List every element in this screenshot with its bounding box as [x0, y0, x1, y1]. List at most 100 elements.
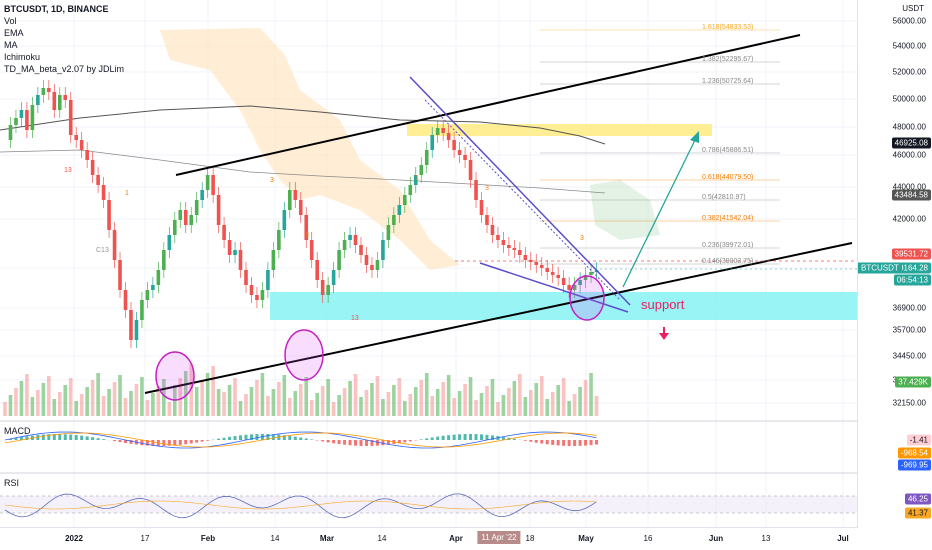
volume-bar: [266, 396, 270, 416]
lower-trend-line: [144, 242, 853, 394]
macd-histogram-bar: [458, 434, 462, 440]
volume-bar: [222, 392, 226, 416]
volume-bar: [277, 382, 281, 416]
macd-histogram-bar: [25, 436, 29, 440]
price-tick: 44000.00: [892, 182, 926, 192]
volume-bar: [156, 386, 161, 416]
date-tick: Apr: [449, 534, 463, 543]
date-tick: Jul: [837, 534, 849, 543]
candle: [457, 150, 462, 155]
candle: [14, 118, 18, 125]
macd-histogram-bar: [14, 438, 18, 440]
td-marker: 3: [270, 177, 274, 184]
candle: [359, 245, 363, 255]
price-tick: 36900.00: [892, 303, 926, 313]
macd-histogram-bar: [490, 435, 494, 440]
fib-level-label: 0.786(45886.51): [702, 147, 754, 154]
candle: [8, 125, 13, 140]
volume-bar: [74, 401, 79, 416]
date-tick: Jun: [708, 534, 724, 543]
macd-histogram-bar: [228, 436, 232, 440]
candle: [485, 215, 489, 225]
macd-label[interactable]: MACD: [4, 426, 31, 436]
volume-bar: [512, 381, 517, 416]
macd-histogram-bar: [375, 440, 379, 446]
price-tick: 54000.00: [892, 41, 926, 51]
price-axis[interactable]: USDT 56000.00 54000.00 52000.00 50000.00 480…: [857, 0, 932, 550]
volume-bar: [468, 377, 473, 416]
macd-histogram-bar: [189, 440, 193, 444]
volume-bar: [298, 384, 303, 416]
indicator-vol[interactable]: Vol: [4, 16, 17, 26]
candle: [63, 95, 68, 100]
macd-histogram-bar: [41, 434, 45, 440]
volume-bar: [397, 378, 402, 416]
date-tick: 14: [270, 534, 280, 543]
fib-level-label: 1.382(52295.67): [702, 56, 754, 63]
indicator-td-ma[interactable]: TD_MA_beta_v2.07 by JDLim: [4, 64, 125, 74]
candle: [353, 235, 358, 245]
macd-histogram-bar: [512, 438, 516, 440]
low-circle-3: [569, 275, 605, 321]
candle: [90, 160, 95, 175]
volume-bar: [41, 383, 46, 416]
volume-bar: [430, 396, 435, 416]
volume-bar: [419, 380, 424, 416]
candle: [85, 150, 89, 160]
macd-histogram-bar: [534, 440, 538, 443]
candle: [260, 290, 265, 300]
symbol-title[interactable]: BTCUSDT, 1D, BINANCE: [4, 4, 109, 14]
indicator-ema[interactable]: EMA: [4, 28, 24, 38]
volume-bar: [561, 378, 566, 416]
volume-bar: [255, 380, 259, 416]
volume-bar: [288, 398, 292, 416]
volume-bar: [556, 385, 560, 416]
macd-histogram-bar: [480, 434, 484, 440]
td-marker: 1: [125, 190, 129, 197]
volume-bar: [485, 386, 489, 416]
volume-bar: [424, 373, 429, 416]
volume-bar: [507, 388, 511, 416]
volume-bar: [282, 375, 287, 416]
time-axis[interactable]: 2022 17 Feb 14 Mar 14 Apr 11 Apr '22 18 May 16 Jun 1…: [0, 527, 858, 550]
macd-histogram-bar: [337, 440, 341, 445]
td-marker: 1: [415, 175, 419, 182]
candle: [304, 215, 309, 240]
candle: [534, 262, 539, 265]
volume-bar: [441, 382, 445, 416]
macd-histogram-bar: [200, 440, 204, 442]
candle: [293, 190, 298, 200]
macd-histogram-bar: [463, 434, 467, 440]
volume-bar: [594, 396, 599, 416]
rsi-label[interactable]: RSI: [4, 478, 20, 488]
fib-level-label: 0.146(39003.75): [702, 258, 754, 265]
candle: [309, 240, 314, 260]
volume-bar: [518, 374, 522, 416]
date-tick: 13: [761, 534, 771, 543]
td-marker: 3: [305, 232, 309, 239]
date-tick: 11 Apr '22: [477, 531, 521, 544]
price-tick: 32150.00: [892, 398, 926, 408]
candle: [288, 190, 292, 210]
candle: [101, 185, 106, 200]
macd-histogram-bar: [162, 440, 166, 446]
ichimoku-cloud-2: [590, 180, 660, 240]
candle: [468, 160, 473, 180]
volume-bar: [490, 379, 495, 416]
price-tick: 50000.00: [892, 94, 926, 104]
indicator-ma[interactable]: MA: [4, 40, 18, 50]
target-arrow: [622, 137, 697, 288]
indicator-ichimoku[interactable]: Ichimoku: [4, 52, 41, 62]
macd-value-3: -969.95: [897, 459, 931, 471]
macd-histogram-bar: [595, 440, 599, 445]
candle: [441, 128, 445, 133]
volume-bar: [315, 393, 319, 416]
volume-bar: [112, 382, 117, 416]
candle: [370, 265, 374, 270]
volume-bar: [364, 390, 369, 416]
fib-level-label: 0.236(39972.01): [702, 242, 754, 249]
td-marker: 13: [351, 315, 359, 322]
date-tick: 17: [140, 534, 150, 543]
candle: [266, 270, 270, 290]
